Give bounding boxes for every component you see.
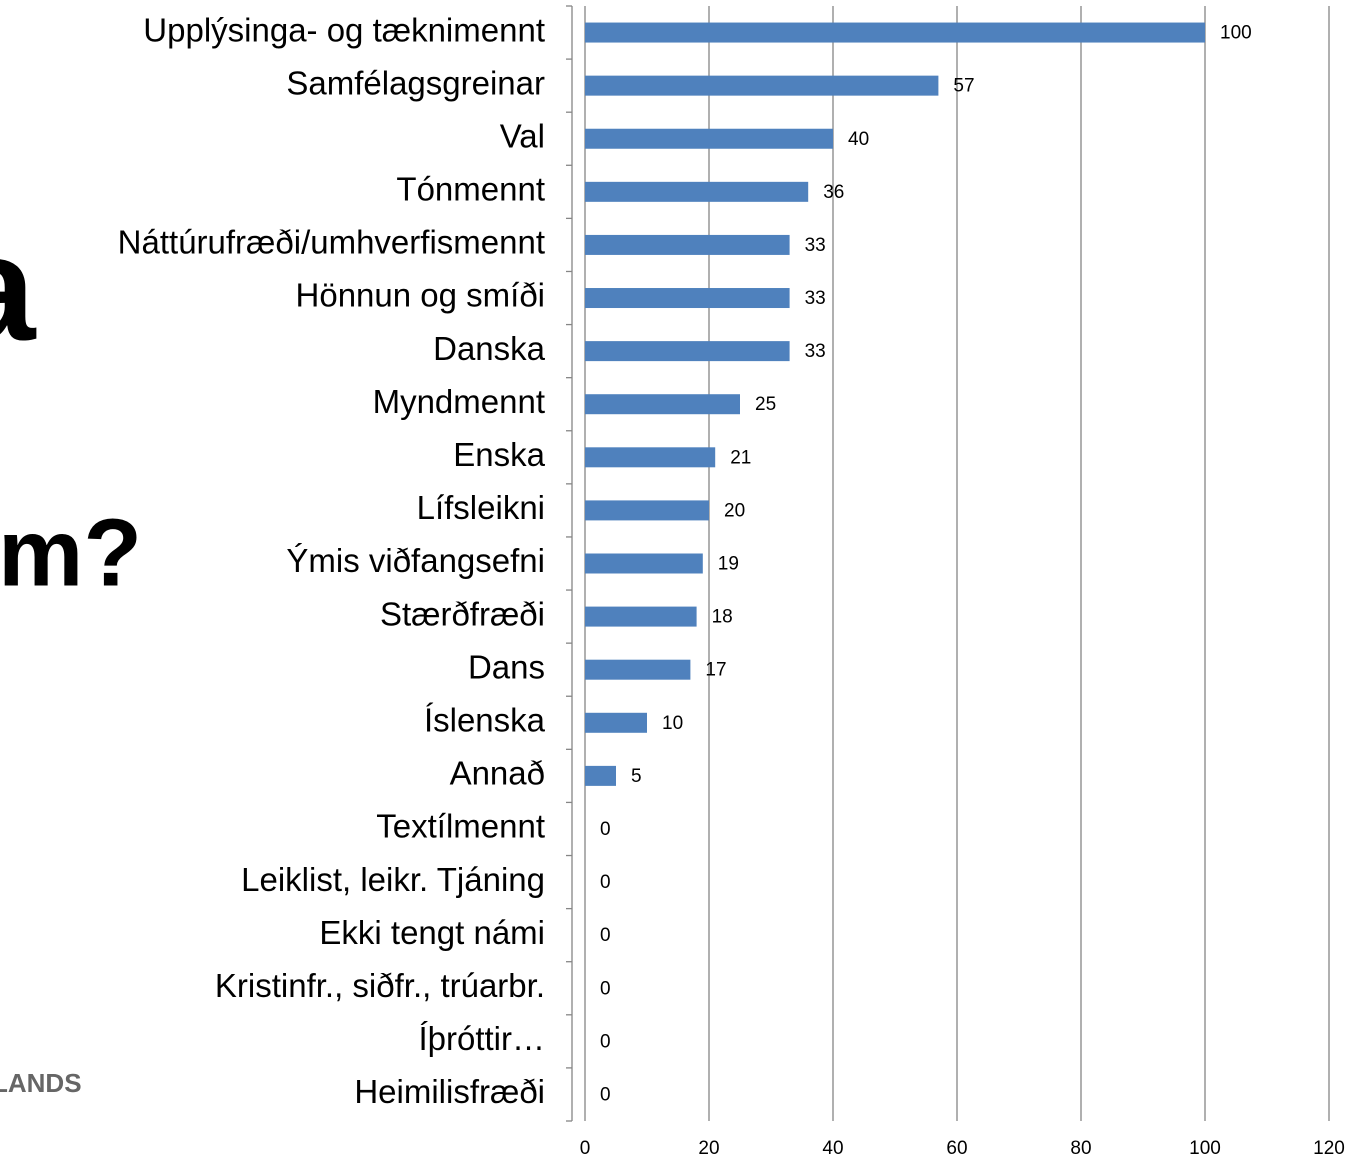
bar [585,22,1205,43]
data-label: 0 [600,978,611,999]
data-label: 100 [1220,23,1252,44]
bar [585,765,616,786]
data-label: 33 [805,341,826,362]
y-tick-label: Heimilisfræði [354,1073,545,1110]
y-tick-label: Myndmennt [373,383,545,420]
data-label: 20 [724,500,745,521]
y-tick-label: Enska [453,436,545,473]
data-label: 40 [848,129,869,150]
bar [585,606,697,627]
x-tick-label: 80 [1070,1138,1091,1159]
background-text: m? [0,499,142,606]
background-text: LANDS [0,1068,82,1098]
y-tick-label: Upplýsinga- og tæknimennt [143,11,545,48]
y-tick-label: Annað [450,755,545,792]
bar [585,712,647,733]
data-label: 0 [600,925,611,946]
y-tick-label: Leiklist, leikr. Tjáning [241,861,545,898]
bar [585,447,716,468]
data-label: 0 [600,819,611,840]
x-tick-label: 100 [1189,1138,1221,1159]
data-label: 0 [600,1084,611,1105]
data-label: 0 [600,1031,611,1052]
y-tick-label: Textílmennt [376,808,545,845]
x-tick-label: 60 [946,1138,967,1159]
y-tick-label: Íslenska [424,702,546,739]
y-tick-label: Kristinfr., siðfr., trúarbr. [215,967,545,1004]
data-label: 25 [755,394,776,415]
x-tick-label: 40 [822,1138,843,1159]
y-tick-label: Val [500,117,545,154]
bar [585,341,790,362]
bar [585,128,833,149]
y-tick-label: Danska [433,330,546,367]
y-tick-label: Stærðfræði [380,595,545,632]
y-tick-label: Dans [468,648,545,685]
data-label: 21 [730,447,751,468]
bar [585,553,703,574]
y-tick-label: Ýmis viðfangsefni [286,542,545,579]
data-label: 18 [712,607,733,628]
x-tick-label: 0 [580,1138,591,1159]
bar [585,75,939,96]
data-label: 57 [953,76,974,97]
x-tick-label: 120 [1313,1138,1345,1159]
data-label: 5 [631,766,642,787]
y-tick-label: Tónmennt [396,171,545,208]
data-label: 19 [718,554,739,575]
y-tick-label: Samfélagsgreinar [286,64,545,101]
bar [585,500,709,521]
x-tick-label: 20 [698,1138,719,1159]
data-label: 36 [823,182,844,203]
bar [585,234,790,255]
bar [585,288,790,309]
bar [585,659,691,680]
data-label: 33 [805,288,826,309]
data-label: 10 [662,713,683,734]
y-tick-label: Íþróttir… [418,1020,545,1057]
data-label: 33 [805,235,826,256]
y-tick-label: Lífsleikni [417,489,545,526]
y-tick-label: Náttúrufræði/umhverfismennt [118,224,545,261]
data-label: 0 [600,872,611,893]
bar [585,181,809,202]
bar [585,394,740,415]
data-label: 17 [705,660,726,681]
y-tick-label: Ekki tengt námi [319,914,545,951]
y-tick-label: Hönnun og smíði [296,277,545,314]
background-text: a [0,204,37,372]
